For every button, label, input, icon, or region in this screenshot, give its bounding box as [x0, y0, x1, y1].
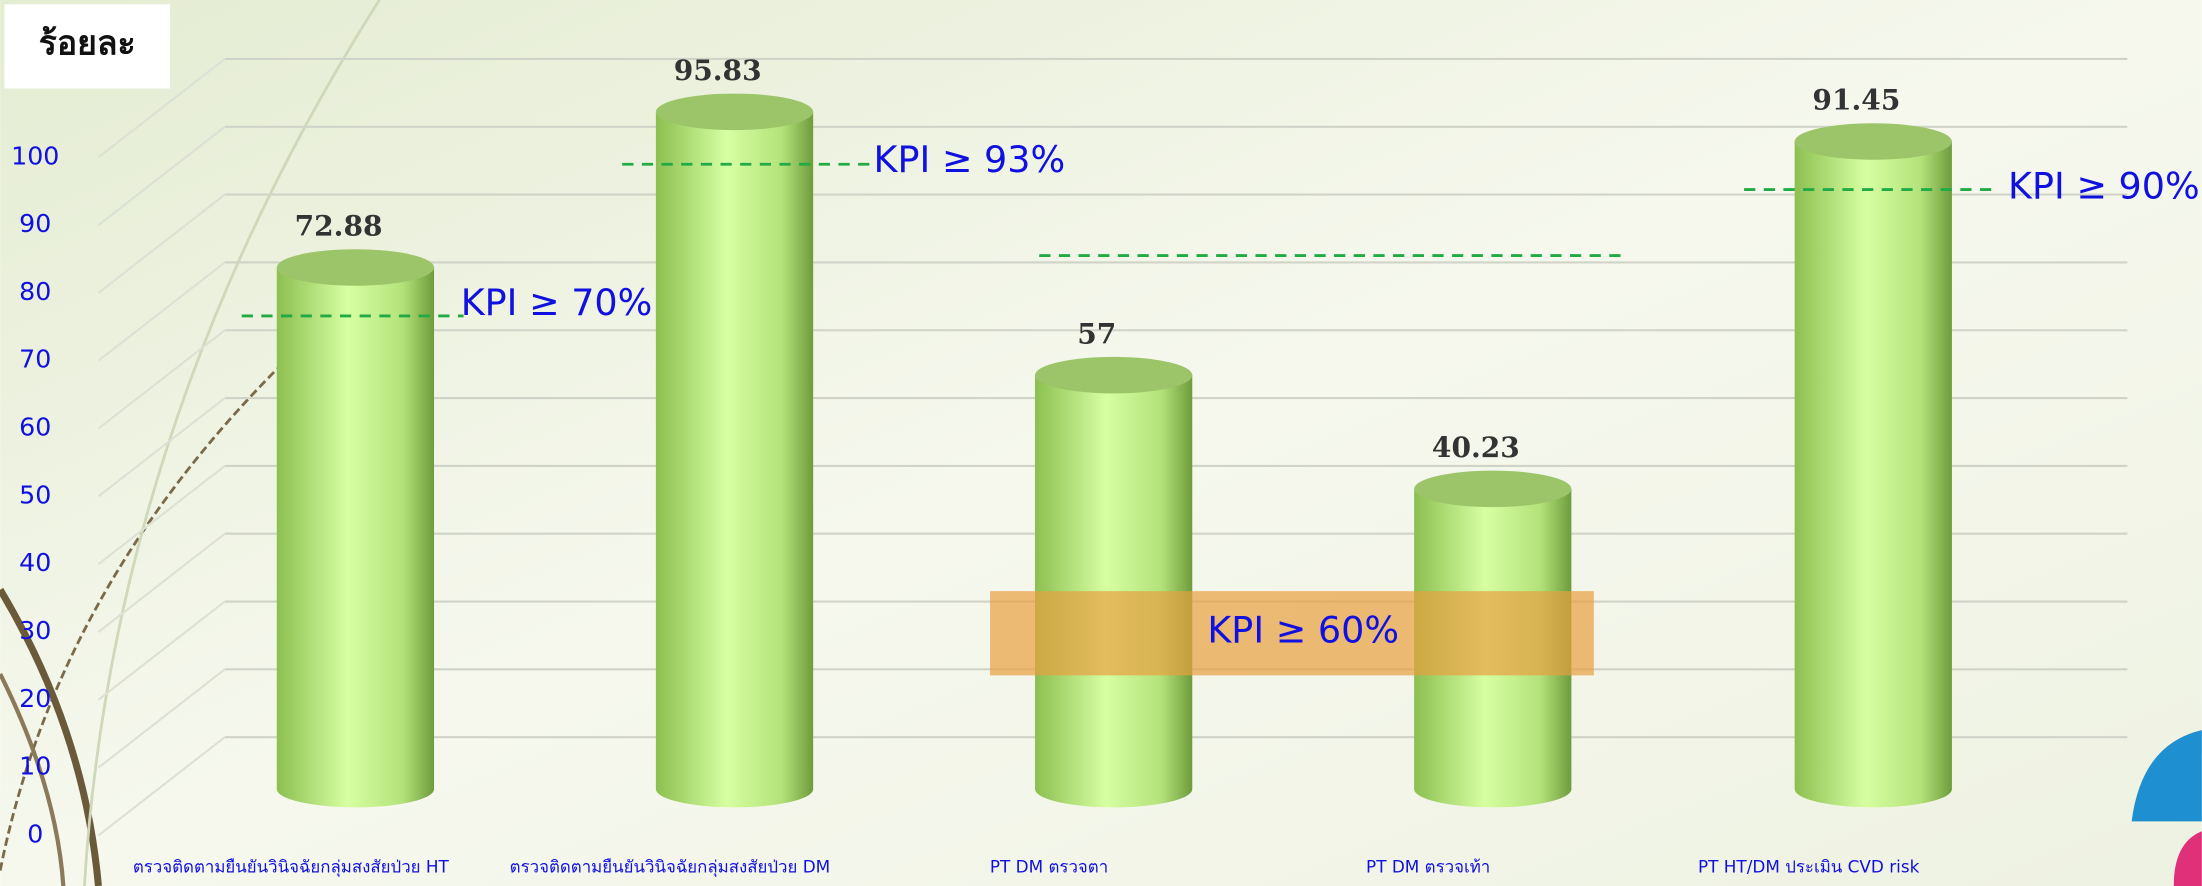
y-tick-label: 20 — [19, 684, 51, 713]
decor-curve — [83, 0, 381, 886]
bar-top — [655, 93, 814, 131]
y-tick-label: 70 — [19, 345, 51, 374]
y-tick-label: 90 — [19, 209, 51, 238]
bar-top — [276, 249, 435, 286]
bar — [655, 111, 814, 808]
bar — [276, 267, 435, 808]
y-tick-label: 10 — [19, 752, 51, 781]
y-tick-label: 50 — [19, 480, 51, 509]
kpi-label: KPI ≥ 60% — [1207, 608, 1399, 651]
y-tick-label: 40 — [19, 548, 51, 577]
value-label: 95.83 — [674, 54, 762, 87]
grid-line-depth — [97, 397, 226, 498]
x-tick-label: PT DM ตรวจเท้า — [1366, 857, 1490, 877]
decor-curve — [0, 587, 102, 886]
grid-line-depth — [97, 329, 226, 430]
grid-line-depth — [97, 465, 226, 566]
y-tick-label: 100 — [11, 141, 59, 170]
value-label: 91.45 — [1812, 84, 1900, 117]
x-tick-label: ตรวจติดตามยืนยันวินิจฉัยกลุ่มสงสัยป่วย H… — [133, 857, 450, 878]
bar-top — [1035, 356, 1193, 394]
kpi-label: KPI ≥ 93% — [874, 138, 1066, 181]
value-label: 40.23 — [1432, 431, 1520, 464]
grid-line-depth — [97, 600, 226, 701]
y-tick-label: 60 — [19, 413, 51, 442]
grid-line-depth — [97, 736, 226, 837]
value-label: 57 — [1077, 317, 1116, 350]
kpi-label: KPI ≥ 90% — [2008, 165, 2200, 208]
bar-top — [1414, 470, 1572, 508]
corner-icon — [2131, 730, 2202, 822]
kpi-label: KPI ≥ 70% — [461, 281, 653, 324]
kpi-box — [990, 591, 1594, 676]
grid-line-depth — [97, 125, 226, 226]
x-tick-label: PT HT/DM ประเมิน CVD risk — [1698, 857, 1920, 877]
x-tick-label: ตรวจติดตามยืนยันวินิจฉัยกลุ่มสงสัยป่วย D… — [510, 857, 831, 878]
grid-line-depth — [97, 532, 226, 633]
y-tick-label: 0 — [27, 819, 43, 848]
grid-line-depth — [97, 58, 226, 159]
decor-curve — [0, 364, 282, 871]
y-tick-label: 30 — [19, 616, 51, 645]
bar-top — [1794, 123, 1952, 160]
grid-line-depth — [97, 193, 226, 294]
grid-line-depth — [97, 668, 226, 769]
x-tick-label: PT DM ตรวจตา — [990, 857, 1108, 877]
decor-curve — [0, 673, 66, 886]
value-label: 72.88 — [295, 210, 383, 243]
y-axis-label: ร้อยละ — [39, 23, 136, 62]
corner-icon — [2173, 831, 2202, 886]
grid-line-depth — [97, 261, 226, 362]
bar — [1794, 141, 1952, 808]
y-label-box — [4, 4, 171, 89]
y-tick-label: 80 — [19, 277, 51, 306]
